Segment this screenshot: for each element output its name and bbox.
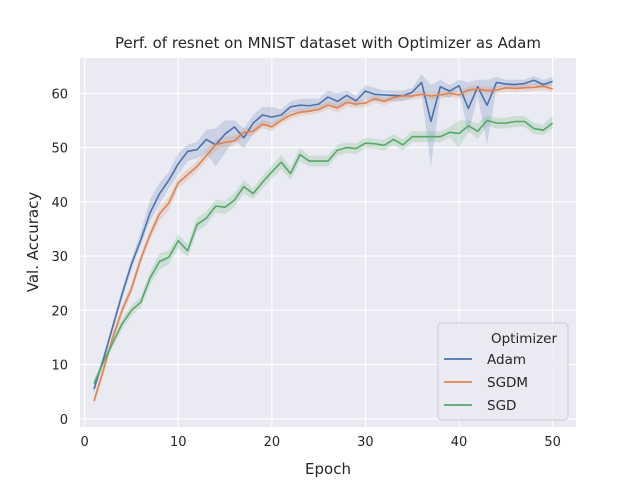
x-axis-label: Epoch [305, 460, 351, 478]
x-tick-label: 20 [264, 435, 281, 450]
y-tick-label: 20 [51, 304, 68, 319]
y-axis-label: Val. Accuracy [24, 192, 42, 293]
grid-lines [80, 58, 576, 427]
adam-series-line [93, 79, 553, 390]
x-tick-label: 50 [544, 435, 561, 450]
y-tick-label: 30 [51, 250, 68, 265]
legend-box [437, 322, 569, 421]
legend: Optimizer Adam SGDM SGD [437, 322, 569, 421]
y-tick-label: 50 [51, 142, 68, 157]
y-tick-label: 0 [60, 413, 68, 428]
legend-label-sgdm: SGDM [487, 375, 528, 391]
legend-title: Optimizer [491, 331, 558, 347]
x-tick-labels: 0 10 20 30 40 50 [81, 435, 561, 450]
y-tick-label: 60 [51, 87, 68, 102]
x-tick-label: 30 [357, 435, 374, 450]
series-lines [93, 79, 554, 402]
chart-title: Perf. of resnet on MNIST dataset with Op… [115, 34, 541, 52]
legend-items: Adam SGDM SGD [444, 352, 528, 414]
x-tick-label: 10 [170, 435, 187, 450]
x-tick-label: 40 [451, 435, 468, 450]
sgd-series-line [93, 119, 554, 384]
y-tick-label: 10 [51, 359, 68, 374]
y-tick-labels: 0 10 20 30 40 50 60 [51, 87, 68, 428]
y-tick-label: 40 [51, 196, 68, 211]
legend-label-adam: Adam [487, 352, 526, 368]
sgdm-series-line [93, 85, 553, 402]
x-tick-label: 0 [81, 435, 89, 450]
legend-label-sgd: SGD [487, 398, 516, 414]
sgd-confidence-band [94, 114, 553, 388]
